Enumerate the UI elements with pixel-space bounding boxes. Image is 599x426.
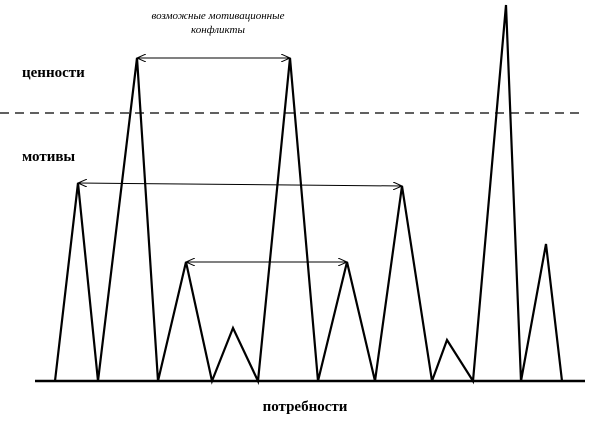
- level-label: потребности: [263, 399, 348, 415]
- level-label: ценности: [22, 65, 85, 81]
- annotation: возможные мотивационные: [152, 10, 285, 22]
- conflict-arrow: [78, 183, 402, 186]
- peaks: [53, 4, 564, 386]
- level-label: мотивы: [22, 149, 75, 165]
- annotation: конфликты: [191, 24, 245, 36]
